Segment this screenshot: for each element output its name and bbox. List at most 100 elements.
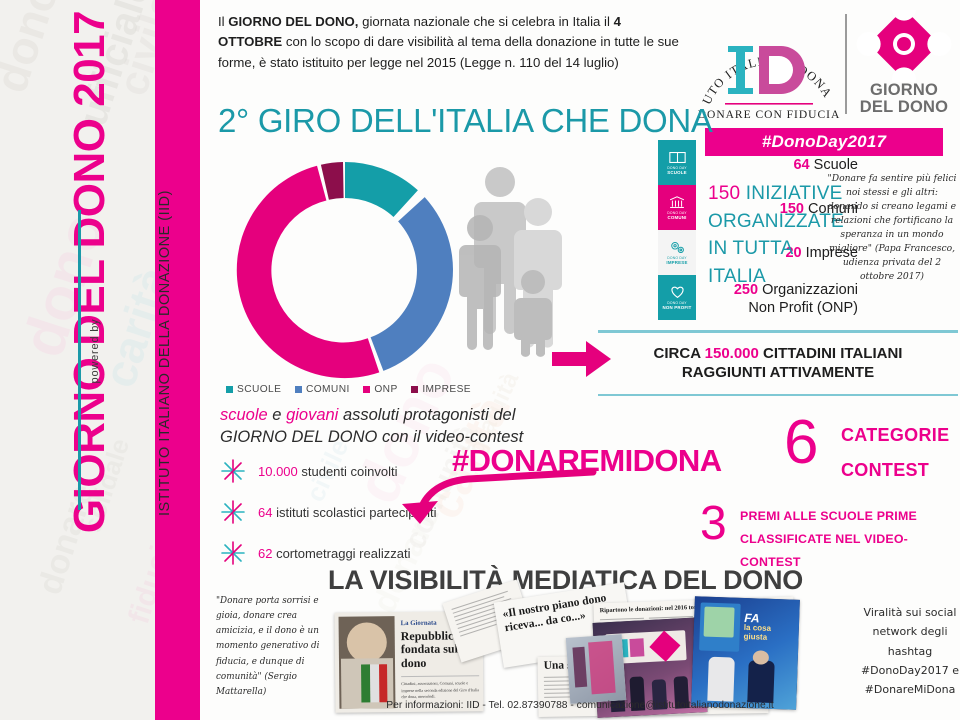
stat-onp: 250 Organizzazioni Non Profit (ONP) [734,281,858,317]
clipping-photo-tv: FA la cosa giusta [691,596,800,710]
arrow-right-svg [552,341,611,377]
mattarella-quote: "Donare porta sorrisi e gioia, donare cr… [216,594,334,700]
clipping-photo [338,616,396,709]
viral-line2: network degli [872,625,948,639]
stat-scuole: 64 Scuole [793,156,858,174]
gdd-wordmark: GIORNO DEL DONO [855,82,953,116]
heart-icon [670,286,684,299]
iniziative-line3: IN TUTTA ITALIA [708,238,793,287]
circa-pre: CIRCA [653,344,705,362]
intro-bold2: 4 OTTOBRE [218,14,621,50]
tile-comuni: DONO DAY COMUNI [658,185,696,230]
intro-part2: giornata nazionale che si celebra in Ita… [358,14,614,29]
stat-imprese-label: Imprese [805,245,858,261]
bullet-text-3: 62 cortometraggi realizzati [258,546,410,561]
circa-top-rule [598,330,958,333]
papa-francesco-quote: "Donare fa sentire più felici noi stessi… [825,172,959,284]
circa-bottom-rule [598,393,958,396]
sidebar: dono ufficiale civile dono carità comuni… [0,0,200,720]
logo-divider [845,14,847,114]
tile-imprese: DONO DAY IMPRESE [658,230,696,275]
tile-imprese-top: DONO DAY [667,256,687,260]
intro-paragraph: Il GIORNO DEL DONO, giornata nazionale c… [218,12,688,73]
viral-line1: Viralità sui social [863,606,957,619]
logo-block: ISTITUTO ITALIANO DONAZIONE DONARE CON F… [690,0,953,162]
tile-nonprofit-top: DONO DAY [667,301,687,305]
bullet-2-number: 64 [258,504,273,520]
clipping-body: Cittadini, associazioni, Comuni, scuole … [401,675,480,702]
bullet-item-3: 62 cortometraggi realizzati [220,540,550,566]
stat-comuni: 150 Comuni [780,200,858,218]
iniziative-number: 150 [708,183,741,204]
clipping-photo-small [565,634,627,704]
hashtag-ribbon: #DonoDay2017 [705,128,943,156]
icon-tiles: DONO DAY SCUOLE DONO DAY COMUNI [658,140,696,320]
vc-line2: GIORNO DEL DONO con il video-contest [220,428,524,447]
circa-number: 150.000 [704,344,759,362]
page-title: 2° GIRO DELL'ITALIA CHE DONA [218,102,713,139]
chart-legend: SCUOLE COMUNI ONP IMPRESE [226,384,471,395]
circa-post: CITTADINI ITALIANI [758,344,903,362]
svg-text:DONARE CON FIDUCIA: DONARE CON FIDUCIA [698,109,841,121]
legend-swatch-imprese [411,386,419,393]
asterisk-icon [221,500,245,524]
stat-onp-number: 250 [733,282,759,298]
iid-logo-svg: ISTITUTO ITALIANO DONAZIONE DONARE CON F… [690,0,841,121]
tile-scuole: DONO DAY SCUOLE [658,140,696,185]
legend-swatch-onp [363,386,371,393]
bullet-3-number: 62 [258,545,273,561]
arrow-right-icon [552,340,612,378]
mattarella-quote-text: "Donare porta sorrisi e gioia, donare cr… [216,596,320,682]
legend-label-scuole: SCUOLE [237,384,282,395]
curved-arrow-svg [402,468,597,524]
bullet-text-1: 10.000 studenti coinvolti [258,464,398,479]
donut-chart [225,150,465,390]
legend-swatch-comuni [294,386,302,393]
sidebar-organization: ISTITUTO ITALIANO DELLA DONAZIONE (IID) [157,190,173,516]
legend-item-comuni: COMUNI [294,384,350,395]
video-contest-intro: scuole e giovani assoluti protagonisti d… [220,404,550,449]
vc-pink1: scuole [220,406,268,424]
social-virality-text: Viralità sui social network degli hashta… [860,603,960,699]
bullet-1-number: 10.000 [258,463,298,479]
giorno-del-dono-logo: GIORNO DEL DONO [855,0,953,124]
visibilita-heading: LA VISIBILITÀ MEDIATICA DEL DONO [328,565,803,595]
stat-onp-label: Organizzazioni [762,282,858,298]
legend-label-onp: ONP [374,384,398,395]
powered-by-label: powered by [89,318,101,384]
footer-contact: Per informazioni: IID - Tel. 02.87390788… [386,700,774,711]
logo-row: ISTITUTO ITALIANO DONAZIONE DONARE CON F… [690,0,953,124]
asterisk-icon [221,459,245,483]
six-label-1: CATEGORIE [841,425,950,445]
six-labels: CATEGORIE CONTEST [841,418,949,488]
mattarella-quote-attribution: (Sergio Mattarella) [216,671,297,697]
legend-label-comuni: COMUNI [305,384,350,395]
asterisk-icon [221,541,245,565]
people-silhouettes [455,160,585,360]
circa-text: CIRCA 150.000 CITTADINI ITALIANI RAGGIUN… [598,333,958,394]
tile-comuni-top: DONO DAY [667,210,687,215]
bullet-3-label: cortometraggi realizzati [272,545,411,561]
gdd-mark-icon [856,0,952,92]
viral-line3: hashtag [887,644,933,658]
curved-arrow-left-icon [358,468,598,548]
legend-label-imprese: IMPRESE [422,384,471,395]
iniziative-line2: ORGANIZZATE [708,210,844,232]
three-label-2: CLASSIFICATE NEL VIDEO-CONTEST [740,531,908,569]
people-icon [459,167,562,357]
donut-chart-svg [236,162,453,379]
iniziative-line1: 150 INIZIATIVE [708,180,843,208]
vc-mid: e [267,406,287,424]
bullet-item-1: 10.000 studenti coinvolti [220,458,550,484]
stat-onp-label2: Non Profit (ONP) [748,300,858,317]
sidebar-pink-bar [155,0,200,720]
stat-scuole-number: 64 [793,157,810,173]
legend-item-imprese: IMPRESE [411,384,471,395]
legend-item-scuole: SCUOLE [226,384,281,395]
three-labels: PREMI ALLE SCUOLE PRIME CLASSIFICATE NEL… [740,505,960,574]
six-number: 6 [784,408,819,477]
legend-swatch-scuole [226,386,233,393]
three-number: 3 [700,497,727,550]
iniziative-block: 150 INIZIATIVE ORGANIZZATE IN TUTTA ITAL… [708,180,844,290]
